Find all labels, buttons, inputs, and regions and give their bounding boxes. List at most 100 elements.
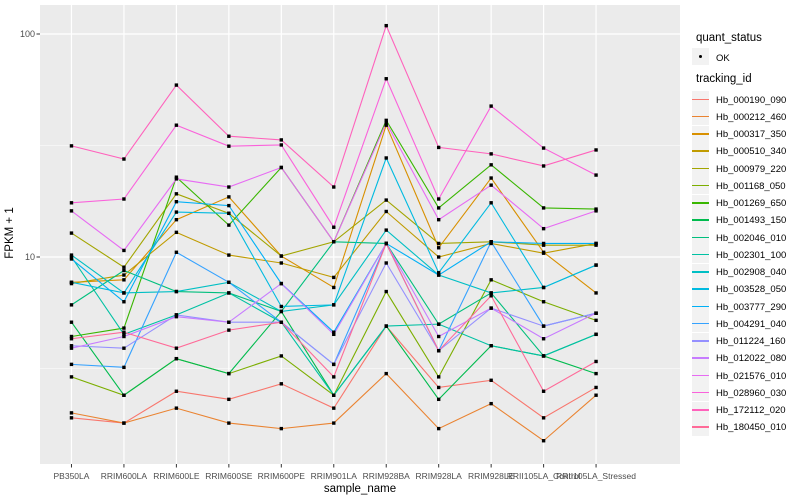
data-point	[122, 278, 126, 282]
legend-key-line	[692, 98, 709, 101]
data-point	[541, 416, 546, 420]
legend-item-label: Hb_000979_220	[716, 163, 787, 175]
legend-item-label: Hb_000317_350	[716, 129, 787, 140]
legend-item-Hb_002301_100: Hb_002301_100	[686, 246, 800, 264]
legend-key-swatch	[692, 142, 709, 160]
legend-key-line	[692, 305, 709, 308]
legend-item-Hb_172112_020: Hb_172112_020	[686, 401, 800, 419]
data-point	[436, 246, 441, 250]
data-point	[489, 278, 493, 282]
data-point	[332, 406, 336, 410]
legend-item-label: Hb_011224_160	[716, 336, 786, 347]
legend-ok-label: OK	[716, 53, 730, 64]
data-point	[594, 393, 598, 397]
data-point	[594, 291, 598, 295]
data-point	[69, 144, 74, 148]
legend-item-Hb_012022_080: Hb_012022_080	[686, 349, 800, 367]
legend-item-Hb_004291_040: Hb_004291_040	[686, 315, 800, 333]
data-point	[122, 265, 126, 269]
data-point	[227, 203, 231, 208]
data-point	[436, 322, 441, 326]
data-point	[174, 346, 179, 350]
legend-item-label: Hb_002301_100	[716, 249, 787, 261]
data-point	[541, 337, 546, 341]
data-point	[69, 375, 74, 379]
data-point	[384, 324, 388, 328]
legend-item-Hb_000979_220: Hb_000979_220	[686, 160, 800, 177]
data-point	[384, 23, 388, 28]
x-tick-label: RRIM928LA	[415, 471, 462, 481]
legend-key-ok	[692, 48, 709, 65]
data-point	[541, 164, 546, 168]
x-tick-label: RRIM600SE	[205, 471, 253, 481]
legend-key-line	[692, 253, 709, 256]
data-point	[279, 254, 284, 258]
legend-key-line	[692, 426, 709, 428]
data-point	[541, 251, 546, 255]
x-axis-title: sample_name	[323, 483, 397, 495]
legend-key-swatch	[692, 367, 709, 384]
data-point	[489, 291, 493, 295]
data-point	[174, 230, 179, 235]
legend-key-swatch	[692, 263, 709, 281]
data-point	[489, 401, 493, 406]
data-point	[594, 371, 598, 376]
data-point	[594, 311, 598, 315]
data-point	[436, 397, 441, 402]
data-point	[489, 163, 493, 167]
data-point	[332, 362, 336, 367]
data-point	[279, 426, 284, 431]
legend-item-label: Hb_002908_040	[716, 267, 787, 278]
y-tick-label: 100	[19, 29, 35, 39]
ok-point-icon	[698, 54, 703, 59]
legend-item-label: Hb_001168_050	[716, 180, 786, 192]
x-tick-label: RRIM928LE	[467, 471, 515, 481]
x-tick-label: RRII105LA_Control	[506, 471, 581, 481]
legend-key-line	[692, 150, 709, 152]
legend-key-swatch	[692, 418, 709, 436]
data-point	[122, 273, 126, 277]
data-point	[489, 378, 493, 382]
legend-key-line	[692, 340, 709, 342]
data-point	[122, 268, 126, 273]
legend-key-swatch	[692, 229, 709, 246]
legend-item-Hb_001168_050: Hb_001168_050	[686, 177, 800, 195]
data-point	[594, 332, 598, 337]
data-point	[436, 241, 441, 246]
legend-item-Hb_001493_150: Hb_001493_150	[686, 211, 800, 229]
data-point	[541, 226, 546, 231]
data-point	[174, 210, 179, 214]
legend-key-swatch	[692, 384, 709, 402]
data-point	[541, 439, 546, 443]
data-point	[384, 209, 388, 214]
data-point	[332, 275, 336, 280]
data-point	[489, 344, 493, 348]
data-point	[594, 263, 598, 267]
data-point	[541, 300, 546, 304]
data-point	[594, 359, 598, 364]
data-point	[174, 389, 179, 393]
data-point	[69, 201, 74, 205]
x-tick-label: RRIM901LA	[310, 471, 357, 481]
data-point	[279, 261, 284, 265]
legend-key-line	[692, 202, 709, 204]
data-point	[279, 320, 284, 324]
data-point	[489, 201, 493, 205]
legend-key-swatch	[692, 298, 709, 315]
legend-key-line	[692, 357, 709, 359]
data-point	[436, 385, 441, 390]
data-point	[69, 231, 74, 235]
data-point	[436, 217, 441, 222]
data-point	[594, 173, 598, 177]
data-point	[384, 228, 388, 232]
legend-item-label: Hb_172112_020	[716, 405, 786, 416]
data-point	[332, 225, 336, 229]
data-point	[227, 320, 231, 324]
data-point	[489, 152, 493, 156]
legend-key-swatch	[692, 125, 709, 143]
data-point	[69, 209, 74, 213]
data-point	[227, 291, 231, 295]
data-point	[227, 253, 231, 257]
data-point	[174, 123, 179, 127]
